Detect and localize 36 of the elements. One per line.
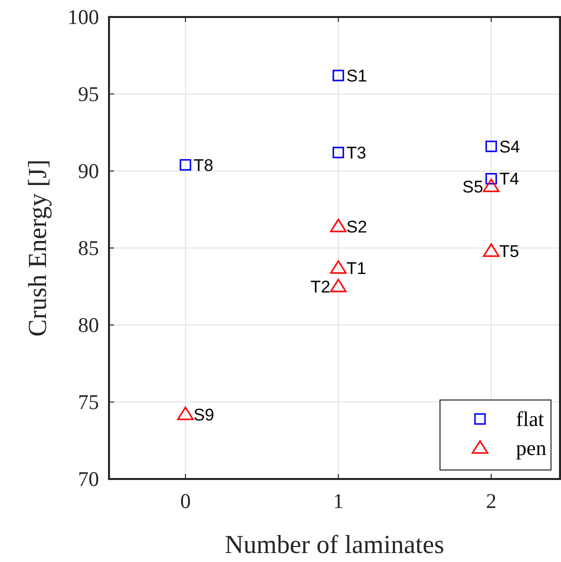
annotation: S2: [346, 217, 368, 236]
annotation: S9: [193, 405, 214, 424]
y-tick-label: 80: [78, 313, 99, 337]
point: [180, 159, 192, 171]
annotation: T4: [499, 170, 520, 189]
y-tick-label: 95: [78, 82, 99, 106]
y-tick-label: 75: [78, 390, 99, 414]
point: [482, 178, 500, 192]
point: [332, 70, 344, 82]
point: [485, 172, 497, 184]
legend-label: pen: [516, 436, 547, 460]
point: [485, 140, 497, 152]
annotation: T5: [499, 242, 520, 262]
annotation: S1: [346, 66, 368, 86]
x-tick-label: 1: [333, 489, 344, 513]
point: [330, 278, 347, 292]
y-axis-title: Crush Energy [J]: [23, 159, 52, 337]
x-tick-label: 2: [486, 489, 496, 513]
annotation: T1: [346, 259, 366, 278]
x-tick-label: 0: [180, 489, 191, 513]
annotation: T2: [310, 278, 330, 296]
y-tick-label: 90: [78, 159, 99, 183]
point: [332, 146, 344, 158]
point: [482, 243, 500, 257]
point: [330, 218, 347, 232]
annotation: T8: [193, 156, 214, 175]
y-tick-label: 100: [68, 5, 99, 29]
point: [330, 260, 347, 274]
y-tick-label: 85: [78, 236, 99, 260]
y-tick-label: 70: [78, 467, 99, 491]
point: [177, 406, 194, 420]
annotation: S5: [462, 177, 484, 196]
legend-label: flat: [516, 407, 544, 431]
x-axis-title: Number of laminates: [224, 530, 444, 559]
annotation: T3: [346, 144, 366, 163]
annotation: S4: [499, 137, 520, 156]
